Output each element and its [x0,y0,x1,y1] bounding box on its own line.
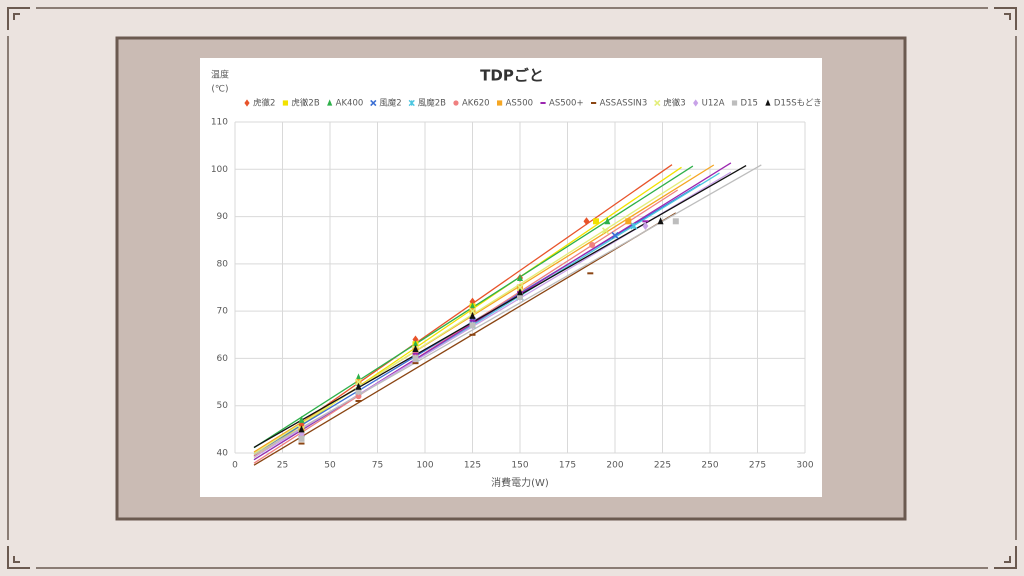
marker [468,307,477,315]
y-axis-label: 温度 [211,69,229,81]
marker [589,241,596,248]
y-tick-label: 50 [217,401,229,411]
legend-label: D15 [741,99,758,109]
marker [469,322,476,329]
marker [408,99,415,107]
marker [298,415,305,423]
marker [583,217,590,226]
trendline [253,164,762,456]
y-tick-label: 70 [217,307,229,317]
y-tick-label: 80 [217,259,229,269]
x-tick-label: 125 [464,461,481,471]
marker [244,99,250,107]
x-tick-label: 175 [559,461,576,471]
marker [630,222,638,230]
y-tick-label: 40 [217,449,229,459]
marker [604,217,611,225]
x-tick-label: 275 [749,461,766,471]
marker [593,218,599,225]
marker [298,425,305,433]
x-tick-label: 0 [232,461,238,471]
legend-label: AK620 [462,99,490,109]
marker [354,378,363,386]
plot: 40 50 60 70 80 90 100 110 0 25 50 75 100 125 150 175 200… [211,98,822,471]
x-tick-label: 150 [511,461,528,471]
x-tick-label: 200 [606,461,623,471]
marker [469,302,476,310]
marker [298,435,305,442]
y-tick-label: 100 [211,165,228,175]
marker [517,293,523,300]
legend-label: AS500+ [549,99,584,109]
legend-label: AK400 [336,99,364,109]
legend-label: 虎徹2 [253,98,275,109]
legend-label: 風魔2 [379,98,401,109]
marker [625,218,632,225]
x-tick-label: 50 [324,461,336,471]
marker [355,393,362,400]
marker [355,373,362,381]
x-tick-label: 75 [372,461,383,471]
marker [654,99,661,107]
marker [469,311,476,319]
x-tick-label: 25 [277,461,288,471]
frame [7,7,1017,569]
marker [516,283,524,292]
marker [672,218,679,225]
marker [355,382,362,390]
trendline [253,164,747,448]
marker [496,100,503,106]
y-tick-label: 110 [211,118,228,128]
legend-label: 虎徹3 [663,98,685,109]
marker [517,288,523,296]
chart-title: TDPごと [480,67,544,85]
y-tick-label: 60 [217,354,229,364]
legend-label: 虎徹2B [291,98,319,109]
marker [370,99,377,107]
marker [657,217,664,225]
marker [453,100,459,106]
y-tick-label: 90 [217,212,229,222]
legend-label: U12A [702,99,725,109]
marker [327,99,333,106]
marker [355,388,362,395]
legend-label: 風魔2B [418,98,446,109]
x-tick-label: 100 [416,461,433,471]
marker [412,340,419,348]
marker [693,99,699,107]
x-axis-label: 消費電力(W) [491,476,549,489]
marker [601,227,610,235]
marker [517,274,523,282]
marker [642,222,649,231]
marker [412,355,419,362]
marker [611,231,619,240]
marker [282,100,289,106]
marker [412,344,419,352]
x-tick-label: 250 [701,461,718,471]
legend-label: AS500 [506,99,533,109]
marker [731,100,738,106]
x-tick-label: 225 [654,461,671,471]
legend-label: D15Sもどき [774,99,822,109]
x-tick-label: 300 [796,461,813,471]
legend-label: ASSASSIN3 [600,99,648,109]
marker [765,99,771,106]
trendline [253,212,677,466]
y-axis-label: (℃) [211,85,228,95]
